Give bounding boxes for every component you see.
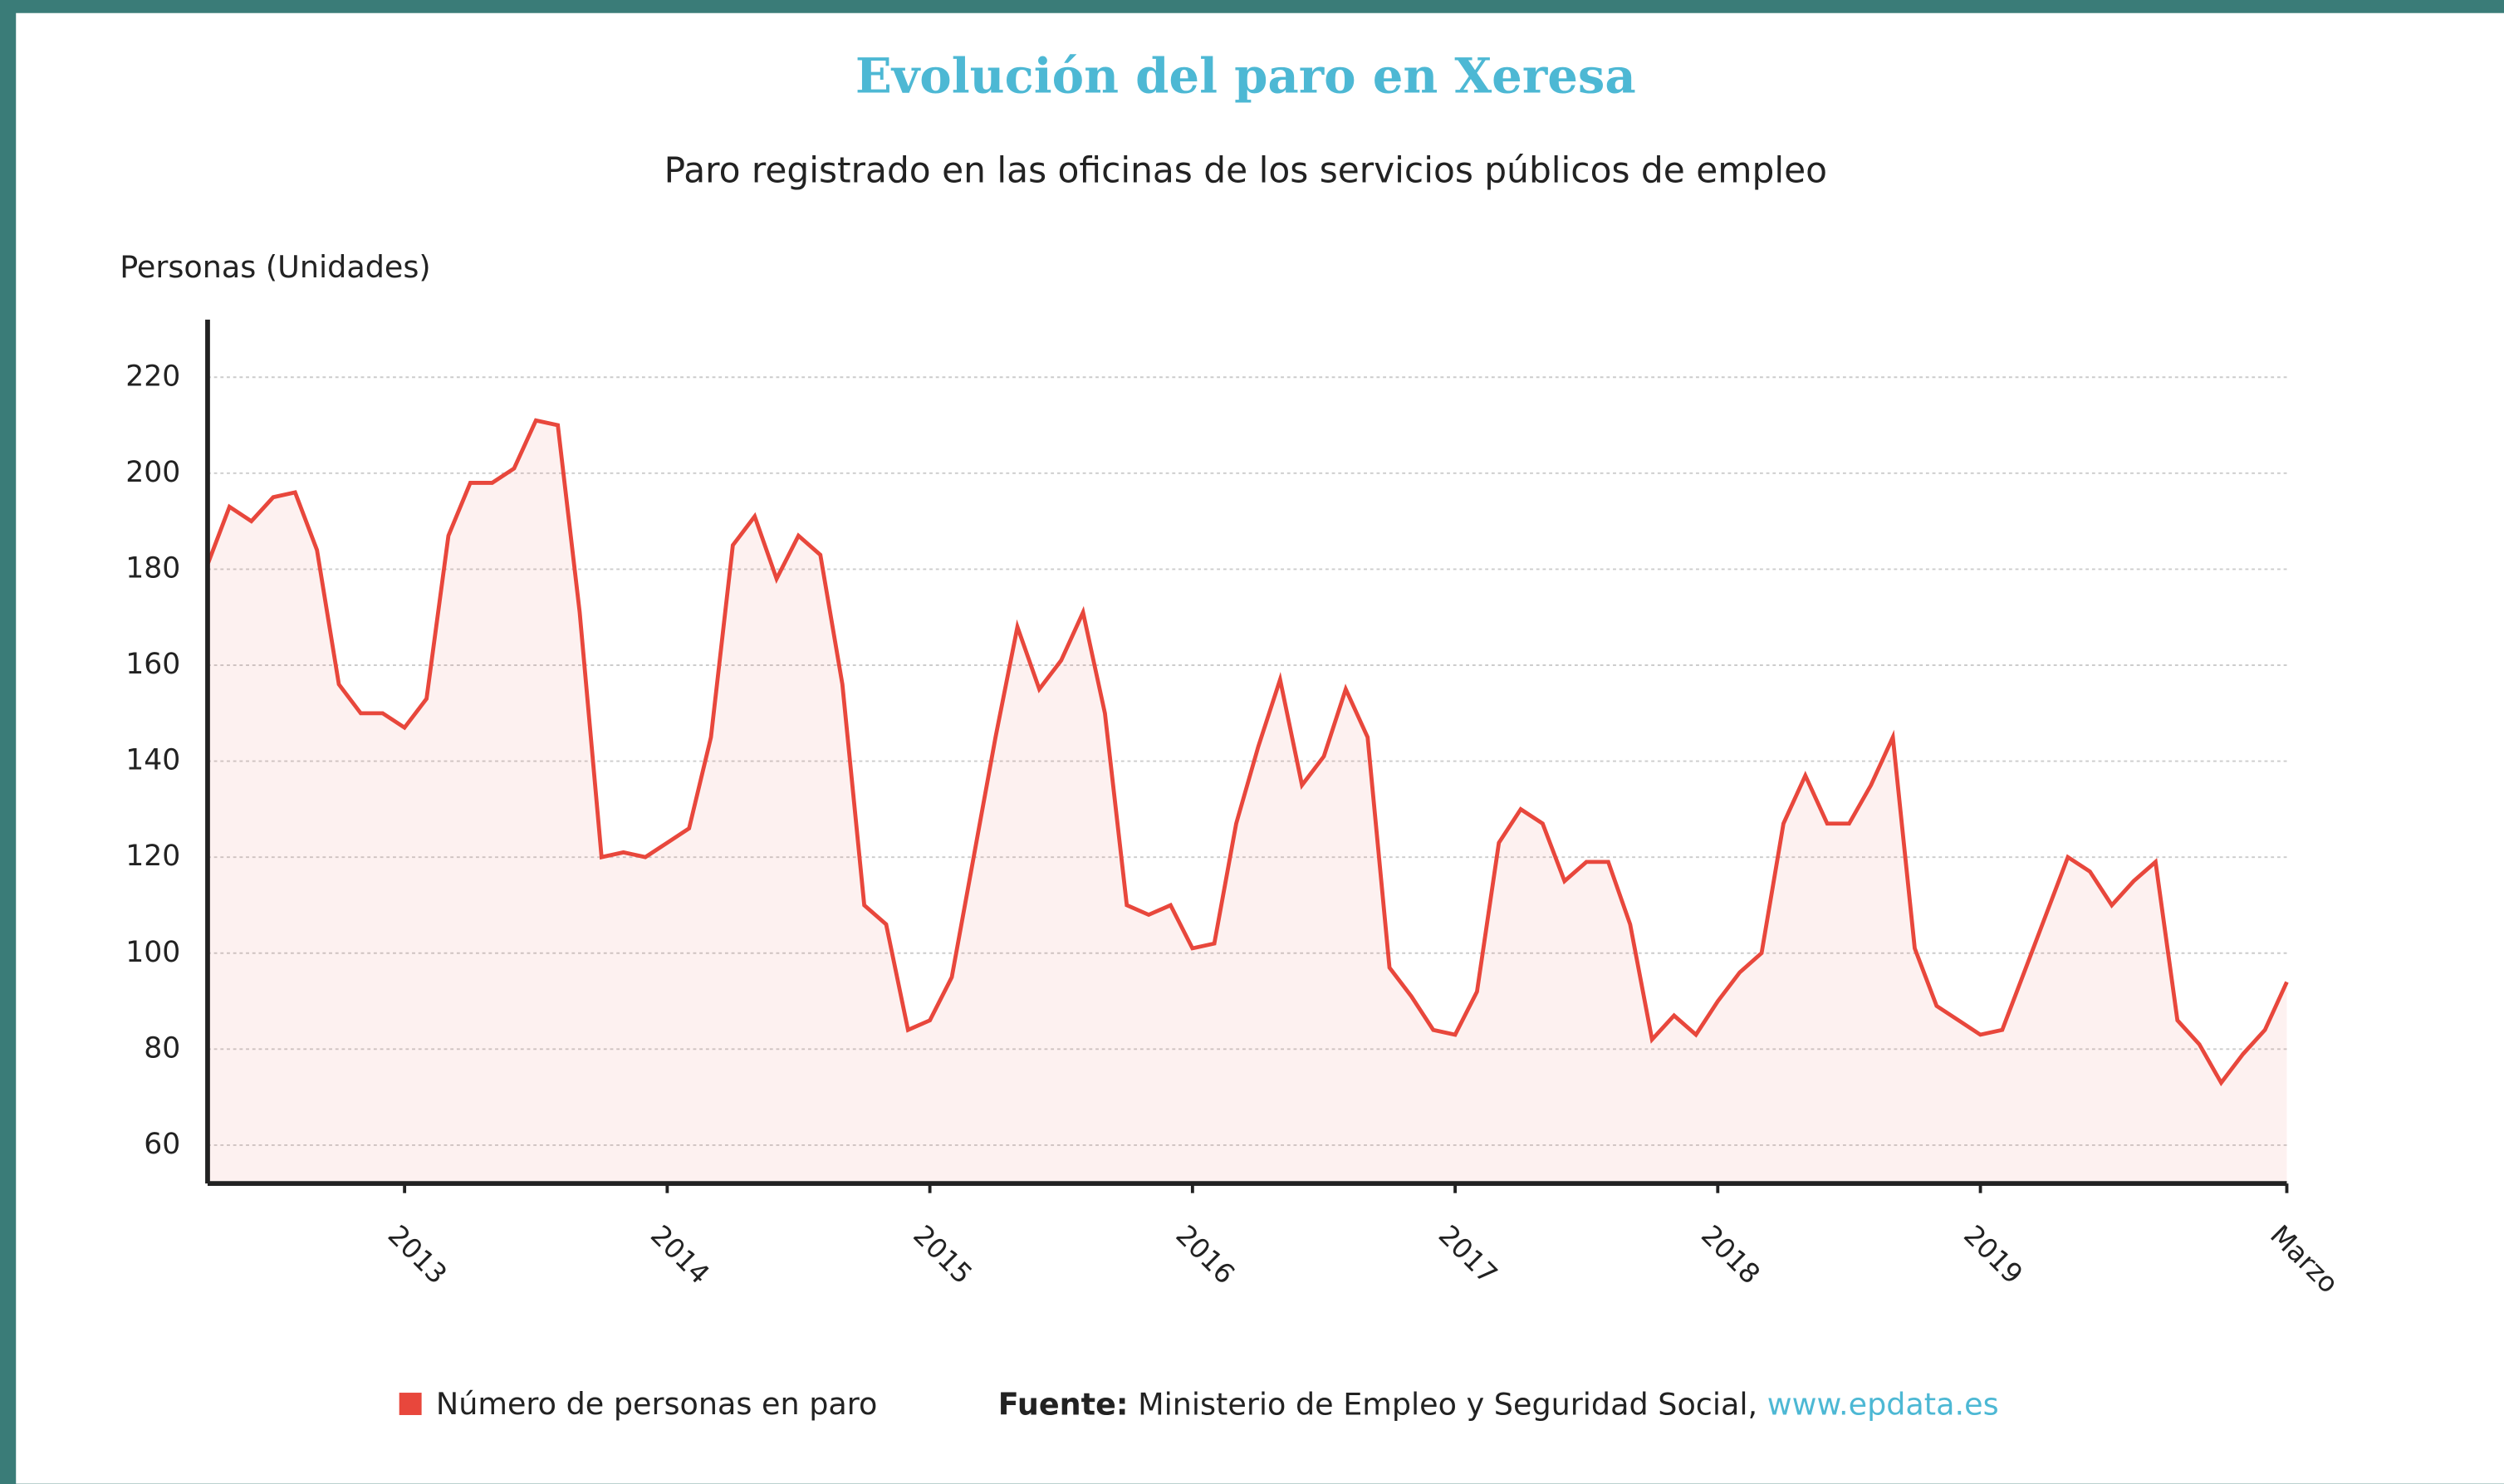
source-link[interactable]: www.epdata.es — [1767, 1386, 1999, 1422]
source-label: Fuente: — [998, 1386, 1129, 1422]
panel — [16, 12, 2504, 1484]
chart-title: Evolución del paro en Xeresa — [855, 47, 1636, 104]
area — [207, 420, 2287, 1184]
y-tick-label: 60 — [144, 1128, 180, 1161]
y-tick-label: 200 — [125, 456, 180, 489]
y-tick-label: 140 — [125, 744, 180, 777]
y-tick-label: 160 — [125, 648, 180, 681]
source-text: Ministerio de Empleo y Seguridad Social, — [1138, 1386, 1757, 1422]
y-tick-label: 220 — [125, 360, 180, 393]
source: Fuente: Ministerio de Empleo y Seguridad… — [998, 1386, 1999, 1422]
y-tick-label: 100 — [125, 936, 180, 969]
y-tick-label: 80 — [144, 1031, 180, 1065]
line — [205, 418, 2289, 1087]
y-tick-label: 180 — [125, 551, 180, 585]
y-axis-label: Personas (Unidades) — [120, 249, 430, 285]
legend-label: Número de personas en paro — [436, 1386, 877, 1422]
legend-swatch — [399, 1393, 422, 1415]
y-tick-label: 120 — [125, 840, 180, 873]
chart-subtitle: Paro registrado en las oficinas de los s… — [664, 150, 1827, 191]
